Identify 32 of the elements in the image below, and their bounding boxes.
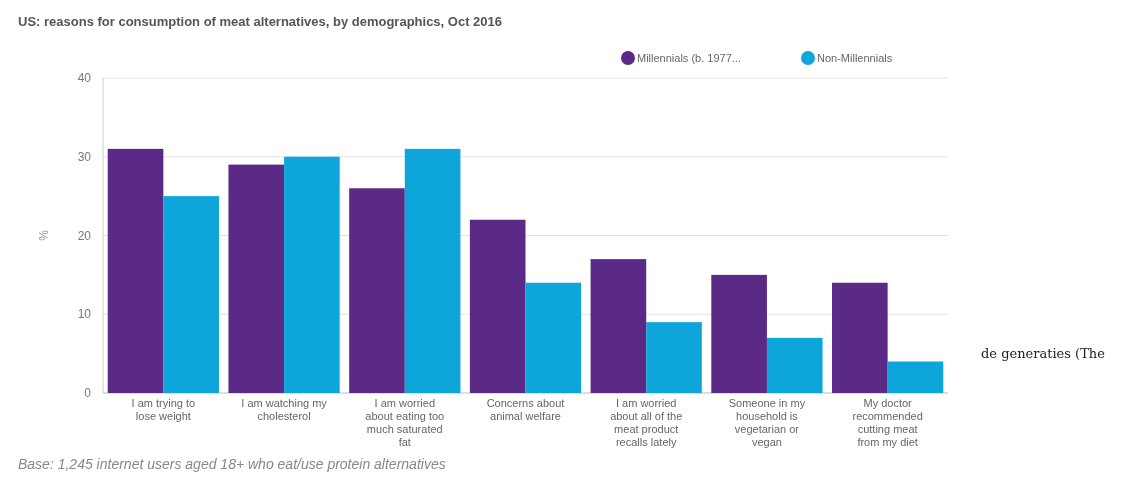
- y-tick-label: 20: [77, 228, 92, 243]
- bar: [163, 196, 219, 393]
- y-tick-label: 10: [77, 307, 92, 322]
- bar: [107, 148, 164, 393]
- bar: [349, 188, 405, 393]
- x-tick-label: My doctor recommended cutting meat from my diet: [852, 397, 923, 448]
- bar: [832, 282, 888, 393]
- bar: [284, 156, 340, 393]
- text: Base: 1,245 internet users aged 18+ who eat/use protein alternatives: [18, 456, 446, 472]
- x-tick-label: I am watching my cholesterol: [241, 397, 328, 422]
- bar: [525, 282, 582, 393]
- x-tick-label: I am worried about eating too much saturated fat: [365, 397, 445, 448]
- bar: [228, 164, 285, 393]
- y-tick-label: 30: [77, 149, 92, 164]
- legend-label: Non-Millennials: [817, 52, 893, 64]
- bar: [590, 259, 647, 393]
- x-tick-label: Someone in my household is vegetarian or vegan: [728, 397, 806, 448]
- bar: [887, 361, 944, 393]
- y-tick-label: 40: [77, 71, 92, 86]
- bar: [766, 337, 823, 393]
- y-axis-title: %: [37, 229, 51, 241]
- chart-title: US: reasons for consumption of meat alternatives, by demographics, Oct 2016: [18, 14, 503, 29]
- bar: [646, 322, 702, 393]
- text: de generaties (The: [981, 346, 1106, 361]
- x-tick-label: Concerns about animal welfare: [486, 397, 565, 422]
- bar: [404, 148, 461, 393]
- y-tick-label: 0: [84, 386, 92, 401]
- bar: [711, 274, 767, 393]
- bar: [469, 219, 526, 393]
- x-tick-label: I am worried about all of the meat product recalls lately: [610, 397, 683, 448]
- x-tick-label: I am trying to lose weight: [131, 397, 196, 422]
- legend-label: Millennials (b. 1977...: [637, 52, 741, 64]
